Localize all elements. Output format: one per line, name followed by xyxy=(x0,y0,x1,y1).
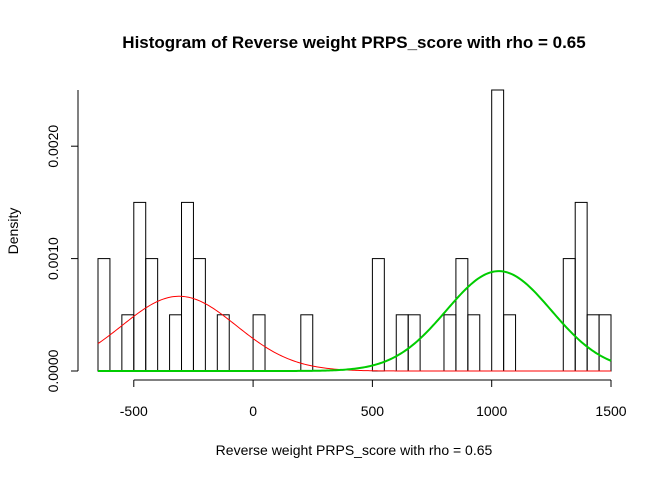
y-axis-label: Density xyxy=(5,208,21,255)
histogram-bar-6 xyxy=(192,258,206,372)
histogram-bar-1 xyxy=(121,314,135,372)
histogram-bar-20 xyxy=(586,314,600,372)
x-tick-label-4: 1500 xyxy=(595,403,626,419)
chart-title: Histogram of Reverse weight PRPS_score w… xyxy=(122,33,585,52)
histogram-bar-16 xyxy=(491,89,505,372)
x-tick-label-3: 1000 xyxy=(476,403,507,419)
histogram-bar-3 xyxy=(145,258,159,372)
y-tick-label-0: 0.0000 xyxy=(45,349,61,392)
y-tick-label-2: 0.0020 xyxy=(45,125,61,168)
histogram-bar-10 xyxy=(371,258,385,372)
histogram-bar-21 xyxy=(598,314,612,372)
density-curve-1 xyxy=(98,270,612,372)
histogram-bar-4 xyxy=(169,314,183,372)
x-tick-label-2: 500 xyxy=(361,403,385,419)
density-curves xyxy=(97,270,612,372)
histogram-bar-18 xyxy=(562,258,576,372)
histogram-bar-15 xyxy=(467,314,481,372)
histogram-bar-9 xyxy=(300,314,314,372)
histogram-bar-11 xyxy=(395,314,409,372)
histogram-bar-5 xyxy=(181,201,194,372)
histogram-bar-2 xyxy=(133,201,147,372)
x-tick-label-1: 0 xyxy=(249,403,257,419)
histogram-bar-17 xyxy=(503,314,517,372)
density-curve-0 xyxy=(97,295,611,372)
histogram-bar-7 xyxy=(216,314,230,372)
x-axis: -500 0 500 1000 1500 xyxy=(120,379,627,419)
y-axis: 0.0000 0.0010 0.0020 xyxy=(45,90,79,392)
histogram-bar-0 xyxy=(97,258,111,372)
y-tick-label-1: 0.0010 xyxy=(45,237,61,280)
x-tick-label-0: -500 xyxy=(120,403,148,419)
histogram-bar-14 xyxy=(455,258,469,372)
histogram-bars xyxy=(97,89,612,372)
x-axis-label: Reverse weight PRPS_score with rho = 0.6… xyxy=(216,442,493,458)
histogram-bar-13 xyxy=(443,314,457,372)
